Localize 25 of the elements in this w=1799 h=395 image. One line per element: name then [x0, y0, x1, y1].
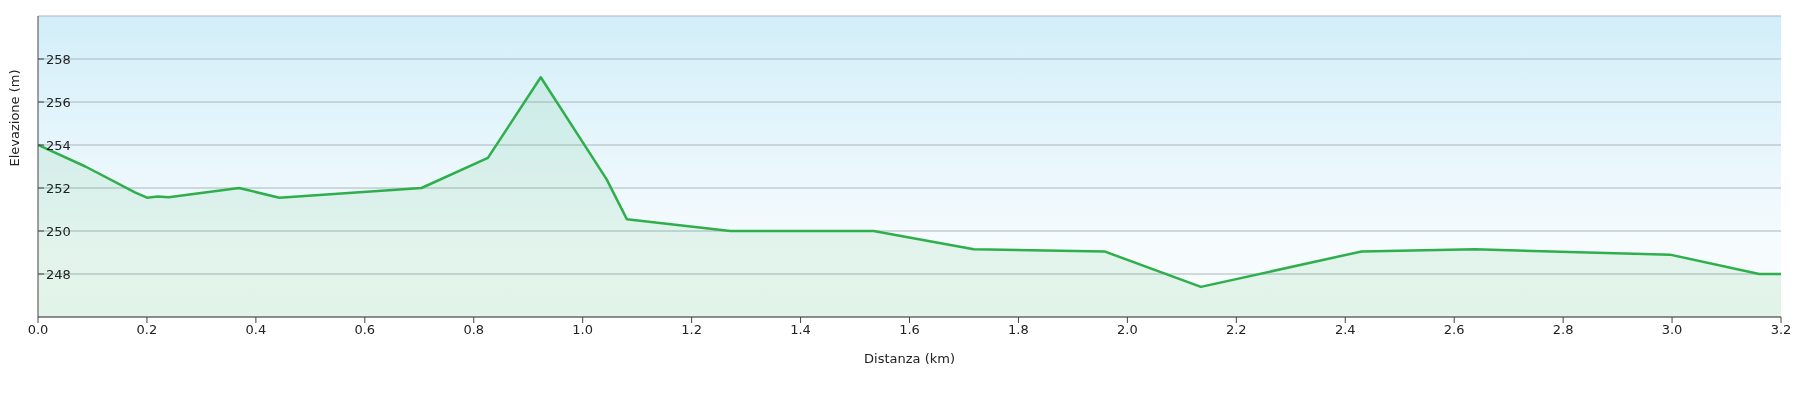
x-tick-label: 1.0 [572, 322, 594, 338]
y-axis-title: Elevazione (m) [6, 69, 22, 167]
x-tick-label: 0.6 [354, 322, 376, 338]
x-tick-label: 2.2 [1225, 322, 1247, 338]
y-tick-label: 256 [46, 94, 71, 110]
x-tick-label: 2.0 [1117, 322, 1138, 338]
x-tick-label: 0.2 [136, 322, 158, 338]
x-tick-label: 0.0 [27, 322, 49, 338]
x-tick-label: 1.6 [899, 322, 920, 338]
y-tick-label: 258 [46, 51, 71, 67]
x-axis-title: Distanza (km) [864, 351, 955, 366]
x-tick-label: 2.4 [1334, 322, 1356, 338]
y-tick-label: 252 [46, 180, 71, 196]
y-tick-label: 250 [46, 223, 71, 239]
y-tick-label: 254 [46, 137, 71, 153]
x-tick-label: 2.8 [1552, 322, 1574, 338]
x-tick-label: 0.4 [245, 322, 267, 338]
x-tick-label: 1.4 [790, 322, 811, 338]
x-tick-label: 1.8 [1008, 322, 1029, 338]
x-tick-label: 0.8 [463, 322, 485, 338]
x-tick-label: 2.6 [1443, 322, 1465, 338]
x-tick-label: 3.0 [1661, 322, 1683, 338]
x-tick-label: 3.2 [1770, 322, 1792, 338]
x-tick-label: 1.2 [681, 322, 702, 338]
y-tick-label: 248 [46, 266, 71, 282]
